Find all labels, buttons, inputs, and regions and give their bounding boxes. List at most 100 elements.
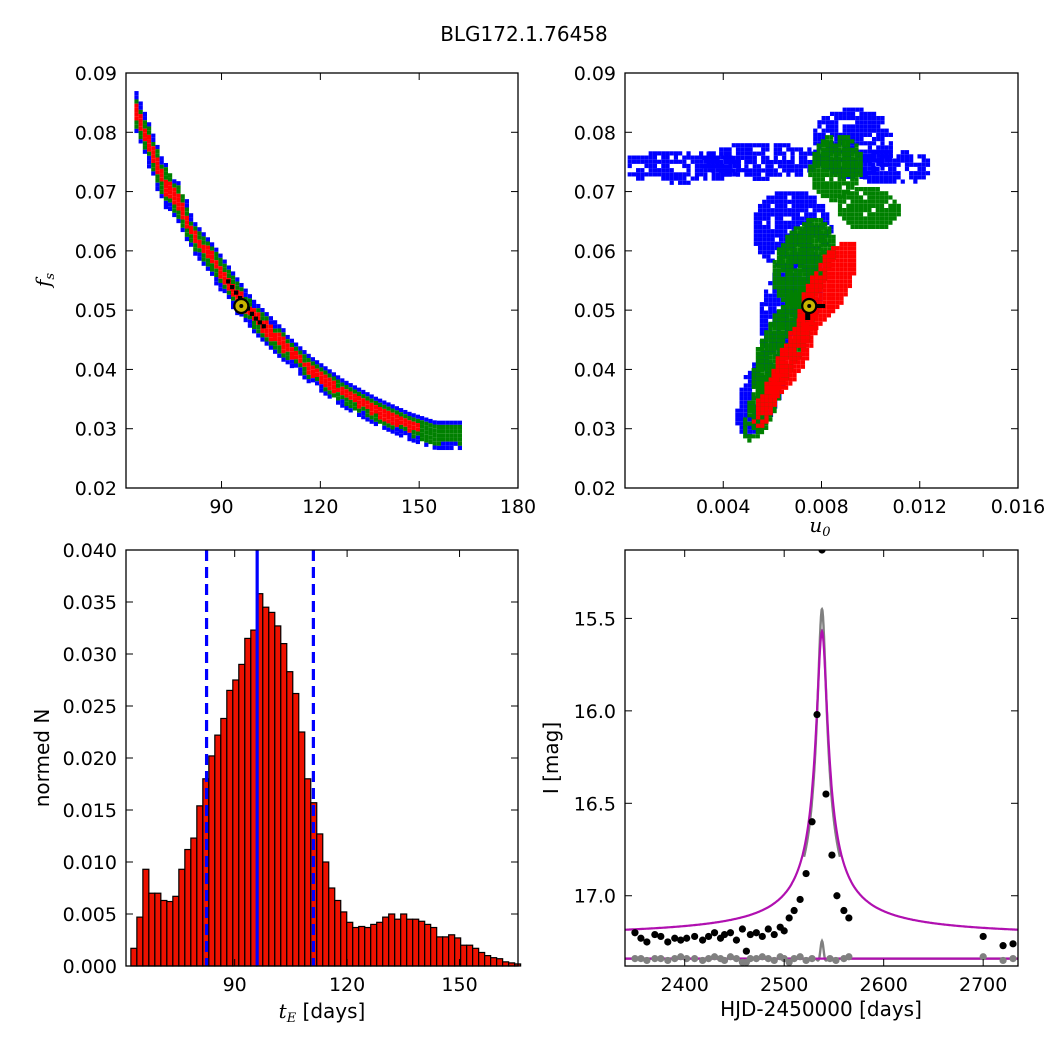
posterior-cell: [812, 212, 817, 217]
posterior-cell: [765, 155, 770, 160]
posterior-cell: [373, 396, 378, 401]
posterior-cell: [784, 339, 790, 345]
posterior-cell: [785, 313, 790, 318]
posterior-cell: [789, 230, 794, 235]
posterior-cell: [764, 425, 769, 430]
posterior-cell: [774, 203, 779, 209]
lightcurve-ytick-label: 16.0: [574, 701, 616, 723]
posterior-cell: [732, 172, 737, 177]
posterior-cell: [781, 313, 786, 318]
posterior-cell: [792, 352, 797, 357]
posterior-cell: [764, 355, 769, 360]
te-fs-ytick-label: 0.02: [75, 478, 117, 500]
posterior-cell: [382, 408, 387, 414]
posterior-cell: [457, 429, 462, 434]
posterior-cell: [794, 168, 799, 173]
posterior-cell: [686, 180, 691, 185]
posterior-cell: [841, 151, 846, 157]
posterior-cell: [859, 124, 864, 129]
histogram-bar: [382, 916, 390, 967]
posterior-cell: [268, 324, 273, 329]
posterior-cell: [260, 333, 265, 338]
posterior-cell: [781, 289, 786, 294]
posterior-cell: [403, 418, 408, 423]
posterior-cell: [678, 159, 683, 164]
posterior-cell: [340, 403, 345, 408]
posterior-cell: [752, 164, 757, 169]
posterior-cell: [858, 207, 864, 213]
posterior-cell: [829, 147, 834, 152]
posterior-cell: [876, 115, 881, 121]
posterior-cell: [331, 376, 336, 381]
posterior-cell: [168, 206, 173, 212]
posterior-cell: [813, 326, 818, 332]
posterior-cell: [673, 172, 679, 177]
posterior-cell: [785, 243, 790, 248]
posterior-cell: [289, 338, 294, 343]
posterior-cell: [411, 430, 416, 435]
posterior-cell: [644, 159, 649, 164]
posterior-cell: [896, 171, 901, 176]
posterior-cell: [669, 168, 674, 173]
posterior-cell: [826, 309, 832, 314]
posterior-cell: [925, 162, 931, 167]
posterior-cell: [880, 115, 885, 121]
posterior-cell: [843, 275, 848, 280]
posterior-cell: [760, 411, 765, 416]
posterior-cell: [747, 438, 752, 443]
posterior-cell: [739, 396, 744, 401]
posterior-cell: [294, 355, 299, 360]
posterior-cell: [852, 246, 857, 251]
posterior-cell: [239, 312, 244, 317]
posterior-cell: [818, 247, 824, 252]
posterior-cell: [302, 371, 307, 376]
posterior-cell: [226, 273, 231, 279]
posterior-cell: [781, 293, 786, 298]
posterior-cell: [756, 176, 762, 181]
posterior-cell: [378, 419, 383, 424]
posterior-cell: [921, 154, 926, 159]
posterior-cell: [727, 168, 732, 173]
te-histogram-vlines: [204, 550, 315, 966]
best-fit-dot: [239, 303, 244, 308]
posterior-cell: [796, 331, 801, 336]
posterior-cell: [759, 314, 764, 319]
posterior-cell: [768, 302, 773, 307]
posterior-cell: [751, 419, 757, 424]
posterior-cell: [369, 407, 374, 412]
histogram-bar: [190, 837, 198, 967]
posterior-cell: [214, 264, 219, 269]
posterior-cell: [841, 160, 846, 165]
posterior-cell: [829, 160, 834, 165]
posterior-cell: [793, 268, 798, 273]
te-fs-ytick-label: 0.09: [75, 63, 117, 85]
posterior-cell: [781, 321, 786, 326]
posterior-cell: [818, 217, 824, 223]
posterior-cell: [386, 423, 391, 428]
residual-point: [790, 955, 798, 963]
posterior-cell: [411, 425, 416, 431]
posterior-cell: [142, 149, 147, 154]
posterior-cell: [875, 179, 880, 184]
posterior-cell: [657, 159, 662, 164]
posterior-cell: [839, 275, 844, 280]
figure-title: BLG172.1.76458: [440, 22, 608, 46]
posterior-cell: [772, 297, 777, 303]
posterior-cell: [786, 147, 791, 152]
posterior-cell: [829, 143, 834, 148]
posterior-cell: [772, 398, 778, 403]
posterior-cell: [310, 361, 315, 366]
posterior-cell: [782, 143, 787, 148]
posterior-cell: [420, 437, 425, 442]
posterior-cell: [825, 124, 830, 129]
posterior-cell: [327, 381, 332, 387]
posterior-cell: [804, 191, 809, 196]
posterior-cell: [373, 400, 378, 406]
posterior-cell: [755, 434, 760, 439]
posterior-cell: [306, 362, 311, 367]
posterior-cell: [652, 151, 658, 156]
posterior-cell: [260, 329, 265, 334]
posterior-cell: [719, 147, 724, 152]
posterior-cell: [138, 135, 143, 140]
posterior-cell: [785, 276, 790, 281]
